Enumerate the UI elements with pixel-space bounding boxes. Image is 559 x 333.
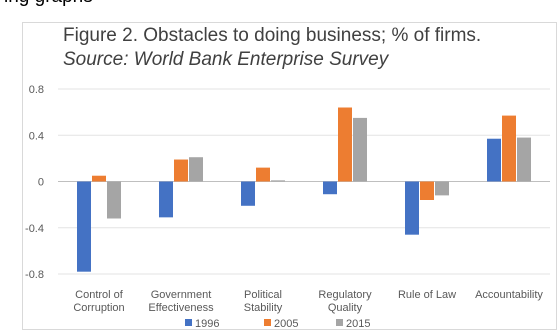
chart-title-line1: Figure 2. Obstacles to doing business; %…	[63, 25, 482, 46]
category-label: Control of	[75, 289, 124, 301]
category-label: Political	[244, 289, 282, 301]
bar-2005	[174, 159, 188, 182]
legend-swatch-2005	[264, 319, 271, 326]
bar-1996	[323, 181, 337, 195]
category-label: Effectiveness	[148, 302, 214, 314]
bar-2015	[271, 180, 285, 182]
partial-heading-text: ing graphs	[4, 0, 93, 8]
category-label: Accountability	[475, 289, 543, 301]
y-tick-label: -0.4	[25, 223, 44, 235]
bar-1996	[159, 181, 173, 218]
category-label: Regulatory	[318, 289, 372, 301]
bar-2015	[517, 137, 531, 182]
category-label: Rule of Law	[398, 289, 456, 301]
bar-1996	[405, 181, 419, 235]
legend-label: 1996	[195, 318, 219, 330]
y-tick-label: 0.4	[29, 130, 44, 142]
y-tick-label: 0	[38, 177, 44, 189]
bar-2005	[256, 167, 270, 182]
bar-1996	[487, 138, 501, 182]
legend-label: 2005	[274, 318, 298, 330]
bar-2015	[107, 181, 121, 219]
category-label: Government	[151, 289, 212, 301]
bar-2005	[338, 107, 352, 182]
bar-2005	[420, 181, 434, 200]
category-label: Stability	[244, 302, 283, 314]
legend-label: 2015	[346, 318, 370, 330]
chart-subtitle: Source: World Bank Enterprise Survey	[63, 49, 389, 70]
bar-2015	[353, 117, 367, 182]
legend-swatch-2015	[336, 319, 343, 326]
category-label: Corruption	[73, 302, 124, 314]
chart-frame	[22, 22, 557, 330]
bar-1996	[77, 181, 91, 272]
y-tick-label: 0.8	[29, 84, 44, 96]
legend-swatch-1996	[185, 319, 192, 326]
bar-2015	[435, 181, 449, 196]
y-tick-label: -0.8	[25, 269, 44, 281]
category-label: Quality	[328, 302, 363, 314]
bar-2005	[502, 115, 516, 182]
bar-1996	[241, 181, 255, 206]
bar-2015	[189, 157, 203, 182]
partial-heading: ing graphs	[0, 0, 559, 24]
bar-2005	[92, 175, 106, 182]
chart-title: Figure 2. Obstacles to doing business; %…	[63, 24, 481, 72]
